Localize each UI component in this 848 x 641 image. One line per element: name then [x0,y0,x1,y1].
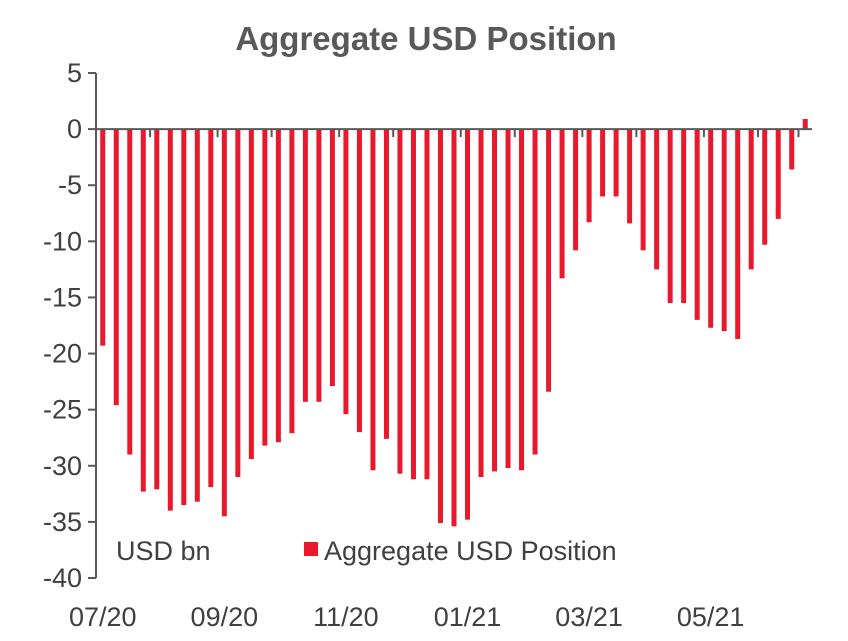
bar [154,129,160,490]
bar [451,129,457,527]
bar [546,129,552,392]
bar [573,129,579,251]
bar [600,129,606,197]
y-tick-label: -25 [43,395,82,425]
bar [532,129,538,455]
y-tick-label: -20 [43,339,82,369]
bar [397,129,403,474]
x-tick-label: 09/20 [191,602,259,632]
bar [654,129,660,270]
legend: Aggregate USD Position [304,536,617,566]
bar [235,129,241,477]
bar [762,129,768,245]
y-tick-label: -35 [43,507,82,537]
x-tick-label: 07/20 [69,602,137,632]
axes [88,72,97,579]
y-tick-label: -40 [43,563,82,593]
bar [505,129,511,469]
x-tick-label: 01/21 [434,602,502,632]
bar [640,129,646,251]
bar [735,129,741,339]
bar [465,129,471,520]
bar [789,129,795,170]
bar [289,129,295,434]
bar [356,129,362,433]
y-tick-label: -5 [58,170,82,200]
bar [100,129,106,346]
y-tick-label: 0 [67,114,82,144]
bar [262,129,268,446]
bar [667,129,673,304]
bar [127,129,133,455]
bar [410,129,416,480]
bar [519,129,525,471]
bars [96,119,812,527]
bar [208,129,214,488]
bar [329,129,335,387]
bar [492,129,498,472]
bar [559,129,565,279]
bar [370,129,376,471]
x-tick-label: 05/21 [677,602,745,632]
tick-labels: 5 0 -5 -10 -15 -20 -25 -30 -35 -40 07/20 09/20 11/20… [43,58,744,632]
bar [437,129,443,524]
bar [167,129,173,511]
bar [275,129,281,443]
bar [343,129,349,415]
bar [221,129,227,517]
y-tick-label: 5 [67,58,82,88]
bar [748,129,754,270]
bar [478,129,484,477]
bar [194,129,200,502]
bar [613,129,619,197]
bar [113,129,119,406]
bar [802,119,808,130]
chart-title: Aggregate USD Position [235,20,616,57]
y-tick-label: -15 [43,282,82,312]
bar [586,129,592,223]
x-tick-label: 11/20 [313,602,379,632]
bar [248,129,254,460]
bar [140,129,146,492]
y-tick-label: -10 [43,226,82,256]
unit-label: USD bn [116,536,211,566]
bar [681,129,687,304]
x-tick-label: 03/21 [555,602,623,632]
bar [721,129,727,332]
bar [302,129,308,402]
y-tick-label: -30 [43,451,82,481]
bar [383,129,389,439]
bar [694,129,700,320]
bar [181,129,187,506]
bar [775,129,781,219]
legend-label: Aggregate USD Position [324,536,617,566]
bar [316,129,322,402]
bar [424,129,430,480]
legend-swatch [304,542,318,556]
bar [627,129,633,224]
bar [708,129,714,328]
